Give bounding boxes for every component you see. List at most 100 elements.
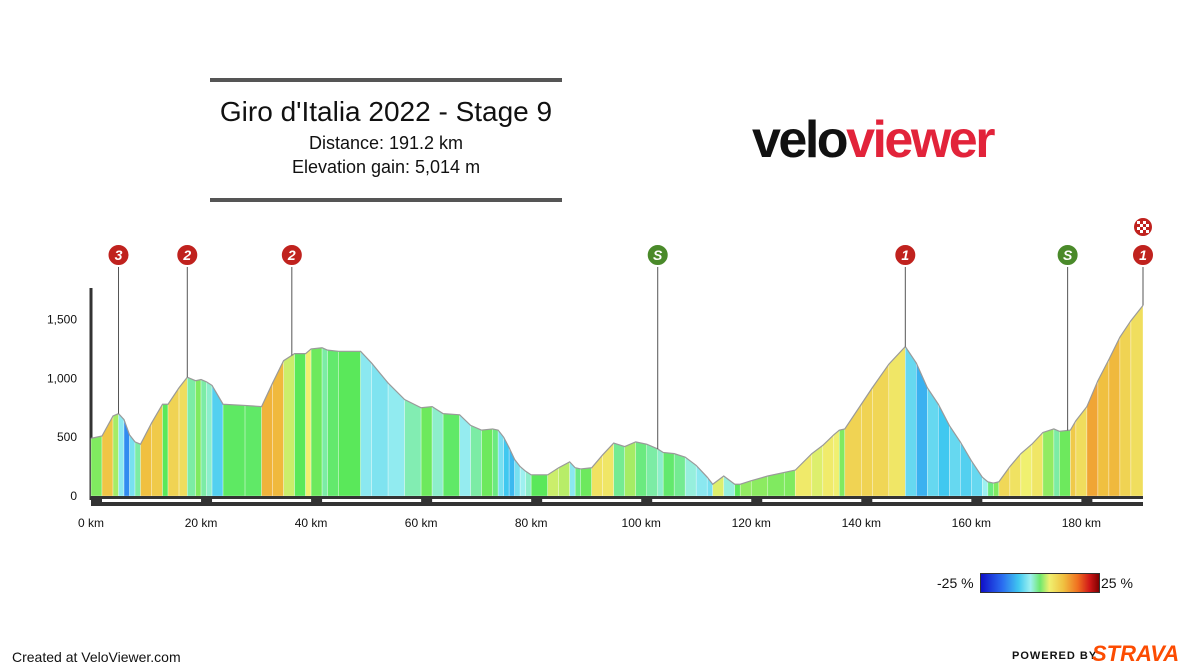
- profile-segment: [387, 382, 405, 497]
- profile-segment: [492, 428, 499, 497]
- distance-text: Distance: 191.2 km: [308, 133, 464, 153]
- profile-segment: [244, 405, 262, 497]
- profile-segment: [673, 453, 686, 497]
- profile-segment: [470, 424, 482, 497]
- profile-segment: [860, 386, 873, 497]
- climb-marker-label: 2: [182, 247, 191, 263]
- profile-segment: [431, 406, 444, 497]
- distance-base-stripe: [652, 499, 752, 502]
- profile-segment: [888, 345, 906, 497]
- x-tick-label: 40 km: [295, 516, 328, 530]
- profile-segment: [134, 441, 141, 497]
- finish-flag-check: [1146, 230, 1149, 233]
- profile-segment: [1119, 319, 1132, 497]
- distance-base-stripe: [322, 499, 422, 502]
- created-at-link[interactable]: Created at VeloViewer.com: [12, 649, 181, 665]
- distance-base-stripe: [982, 499, 1082, 502]
- profile-segment: [101, 415, 114, 497]
- powered-by-label: POWERED BY: [1012, 650, 1098, 662]
- title-box: Giro d'Italia 2022 - Stage 9 Distance: 1…: [210, 78, 562, 202]
- profile-segment: [624, 441, 637, 497]
- sprint-marker-label: S: [653, 247, 663, 263]
- y-tick-label: 500: [57, 430, 77, 444]
- profile-segment: [371, 362, 389, 497]
- veloviewer-logo: veloviewer: [752, 110, 995, 170]
- climb-marker-label: 1: [901, 247, 909, 263]
- profile-segment: [998, 465, 1011, 497]
- profile-segment: [987, 481, 994, 497]
- profile-segment: [613, 442, 626, 497]
- profile-segment: [360, 350, 372, 497]
- profile-segment: [646, 443, 659, 497]
- profile-segment: [960, 440, 972, 497]
- profile-segment: [90, 435, 103, 497]
- profile-segment: [261, 382, 273, 497]
- distance-base-stripe: [762, 499, 862, 502]
- climb-marker-label: 1: [1139, 247, 1147, 263]
- profile-segment: [1108, 337, 1121, 497]
- profile-segment: [949, 424, 961, 497]
- profile-segment: [162, 403, 169, 497]
- climb-marker-label: 2: [287, 247, 296, 263]
- logo-part-velo: velo: [752, 111, 849, 169]
- stage-title: Giro d'Italia 2022 - Stage 9: [219, 96, 553, 127]
- profile-segment: [1070, 419, 1077, 497]
- title-rule-top: [210, 78, 562, 82]
- profile-segment: [442, 413, 460, 497]
- powered-by-strava[interactable]: POWERED BY STRAVA: [1012, 641, 1179, 666]
- distance-base-stripe: [432, 499, 532, 502]
- profile-segment: [993, 481, 1000, 497]
- profile-segment: [1086, 380, 1099, 497]
- x-tick-label: 120 km: [732, 516, 771, 530]
- gradient-legend-bar: [980, 573, 1100, 593]
- profile-segment: [497, 429, 504, 497]
- profile-segment: [662, 452, 675, 497]
- profile-segment: [750, 475, 769, 497]
- profile-segment: [338, 350, 361, 497]
- profile-segment: [635, 441, 648, 497]
- profile-segment: [1075, 405, 1088, 497]
- profile-segment: [1130, 304, 1144, 497]
- profile-segment: [530, 474, 548, 497]
- logo-part-viewer: viewer: [846, 111, 995, 169]
- climb-marker-badge: [106, 243, 131, 267]
- profile-segment: [838, 428, 846, 497]
- profile-segment: [167, 386, 180, 497]
- y-tick-label: 0: [70, 489, 77, 503]
- x-tick-label: 140 km: [842, 516, 881, 530]
- finish-flag-check: [1143, 227, 1146, 230]
- climb-marker-badge: [279, 243, 304, 267]
- profile-segment: [294, 353, 306, 497]
- profile-segment: [1053, 428, 1060, 497]
- title-rule-bottom: [210, 198, 562, 202]
- profile-segment: [129, 433, 136, 497]
- profile-segment: [833, 429, 840, 497]
- profile-segment: [404, 399, 422, 497]
- profile-segment: [206, 381, 213, 497]
- profile-segment: [178, 376, 188, 497]
- finish-flag-check: [1140, 224, 1143, 227]
- distance-base-stripe: [872, 499, 972, 502]
- profile-segment: [723, 475, 736, 497]
- strava-logo: STRAVA: [1092, 641, 1180, 666]
- climb-marker-label: 3: [115, 247, 123, 263]
- profile-segment: [481, 428, 493, 497]
- climb-marker-badge: [893, 243, 918, 267]
- sprint-marker-label: S: [1063, 247, 1073, 263]
- sprint-marker-badge: [645, 243, 670, 267]
- profile-segment: [1042, 428, 1055, 497]
- gradient-legend-min: -25 %: [937, 575, 974, 591]
- x-tick-label: 80 km: [515, 516, 548, 530]
- profile-segment: [971, 459, 983, 497]
- profile-segment: [200, 379, 207, 497]
- sprint-marker-badge: [1055, 243, 1080, 267]
- y-tick-label: 1,500: [47, 313, 77, 327]
- profile-segment: [684, 456, 697, 497]
- profile-segment: [602, 442, 614, 497]
- finish-flag-check: [1137, 221, 1140, 224]
- x-tick-label: 0 km: [78, 516, 104, 530]
- profile-segment: [151, 403, 163, 497]
- profile-segment: [783, 469, 796, 497]
- profile-segment: [305, 348, 312, 497]
